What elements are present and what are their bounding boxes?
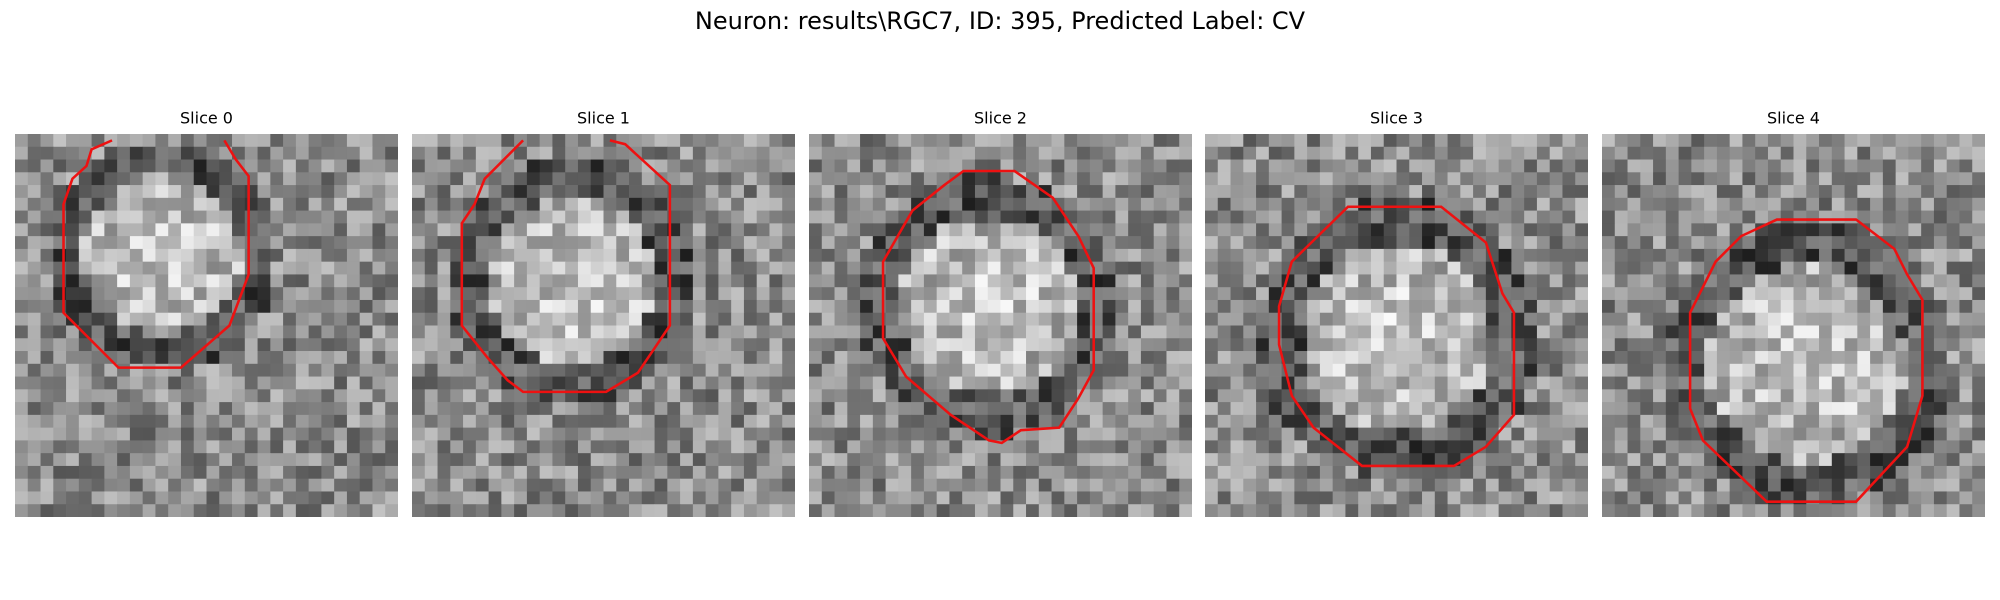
contour: [460, 139, 672, 394]
panel-title: Slice 0: [180, 109, 233, 128]
slice-image: [15, 134, 398, 517]
slice-image: [1602, 134, 1985, 517]
contour: [1277, 205, 1516, 468]
slice-image: [1205, 134, 1588, 517]
contour: [881, 169, 1095, 445]
panel-title: Slice 2: [974, 109, 1027, 128]
slice-image: [809, 134, 1192, 517]
panel-title: Slice 4: [1767, 109, 1820, 128]
contour: [62, 139, 250, 369]
figure-title: Neuron: results\RGC7, ID: 395, Predicted…: [695, 7, 1306, 35]
panel-title: Slice 1: [577, 109, 630, 128]
contour: [1688, 218, 1924, 503]
panel-title: Slice 3: [1370, 109, 1423, 128]
slice-image: [412, 134, 795, 517]
